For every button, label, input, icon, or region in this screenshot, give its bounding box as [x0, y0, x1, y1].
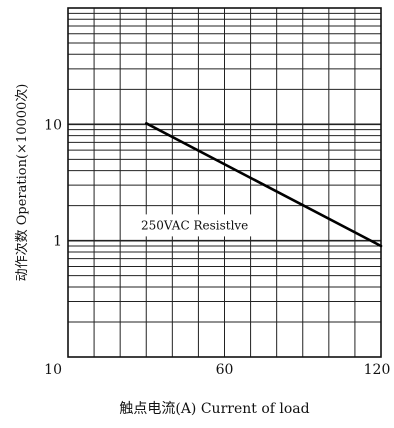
y-tick-label: 1 — [53, 234, 62, 250]
y-axis-label: 动作次数 Operation(×10000次) — [14, 84, 30, 282]
x-axis-label: 触点电流(A) Current of load — [119, 401, 309, 417]
x-tick-label: 60 — [216, 362, 234, 378]
labels-layer: 触点电流(A) Current of load 动作次数 Operation(×1… — [14, 84, 310, 417]
y-tick-label: 10 — [44, 117, 62, 133]
grid-layer — [67, 7, 382, 358]
annotation-background — [138, 214, 263, 237]
x-tick-label: 10 — [44, 362, 62, 378]
plot-border — [67, 7, 382, 358]
annotation-layer: 250VAC Resistlve — [138, 214, 263, 237]
annotation-label: 250VAC Resistlve — [141, 218, 248, 232]
series-layer — [144, 122, 383, 248]
series-line — [144, 122, 383, 248]
x-tick-label: 120 — [364, 362, 391, 378]
ticks-layer: 10 1 10 60 120 — [44, 117, 390, 378]
